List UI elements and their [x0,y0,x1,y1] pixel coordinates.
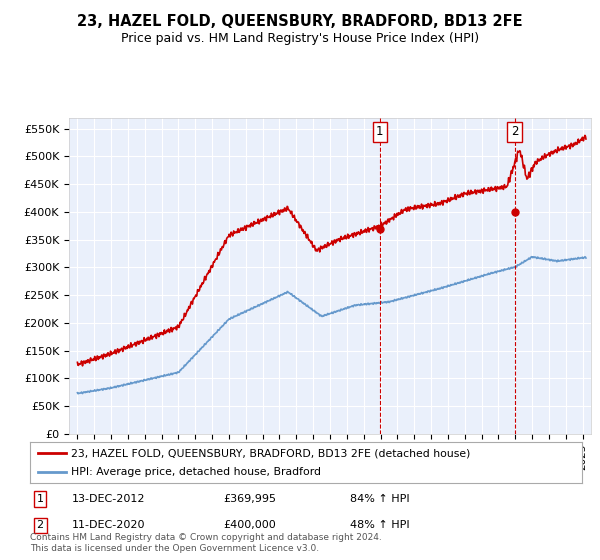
Text: HPI: Average price, detached house, Bradford: HPI: Average price, detached house, Brad… [71,467,322,477]
Text: 2: 2 [37,520,44,530]
Text: £369,995: £369,995 [223,494,276,504]
Text: 1: 1 [37,494,44,504]
Text: 1: 1 [376,125,383,138]
Text: 11-DEC-2020: 11-DEC-2020 [71,520,145,530]
Text: 23, HAZEL FOLD, QUEENSBURY, BRADFORD, BD13 2FE: 23, HAZEL FOLD, QUEENSBURY, BRADFORD, BD… [77,14,523,29]
Text: 2: 2 [511,125,518,138]
Text: 48% ↑ HPI: 48% ↑ HPI [350,520,410,530]
Text: 84% ↑ HPI: 84% ↑ HPI [350,494,410,504]
Text: Contains HM Land Registry data © Crown copyright and database right 2024.
This d: Contains HM Land Registry data © Crown c… [30,533,382,553]
Text: Price paid vs. HM Land Registry's House Price Index (HPI): Price paid vs. HM Land Registry's House … [121,32,479,45]
Text: £400,000: £400,000 [223,520,276,530]
Text: 13-DEC-2012: 13-DEC-2012 [71,494,145,504]
Text: 23, HAZEL FOLD, QUEENSBURY, BRADFORD, BD13 2FE (detached house): 23, HAZEL FOLD, QUEENSBURY, BRADFORD, BD… [71,449,471,458]
